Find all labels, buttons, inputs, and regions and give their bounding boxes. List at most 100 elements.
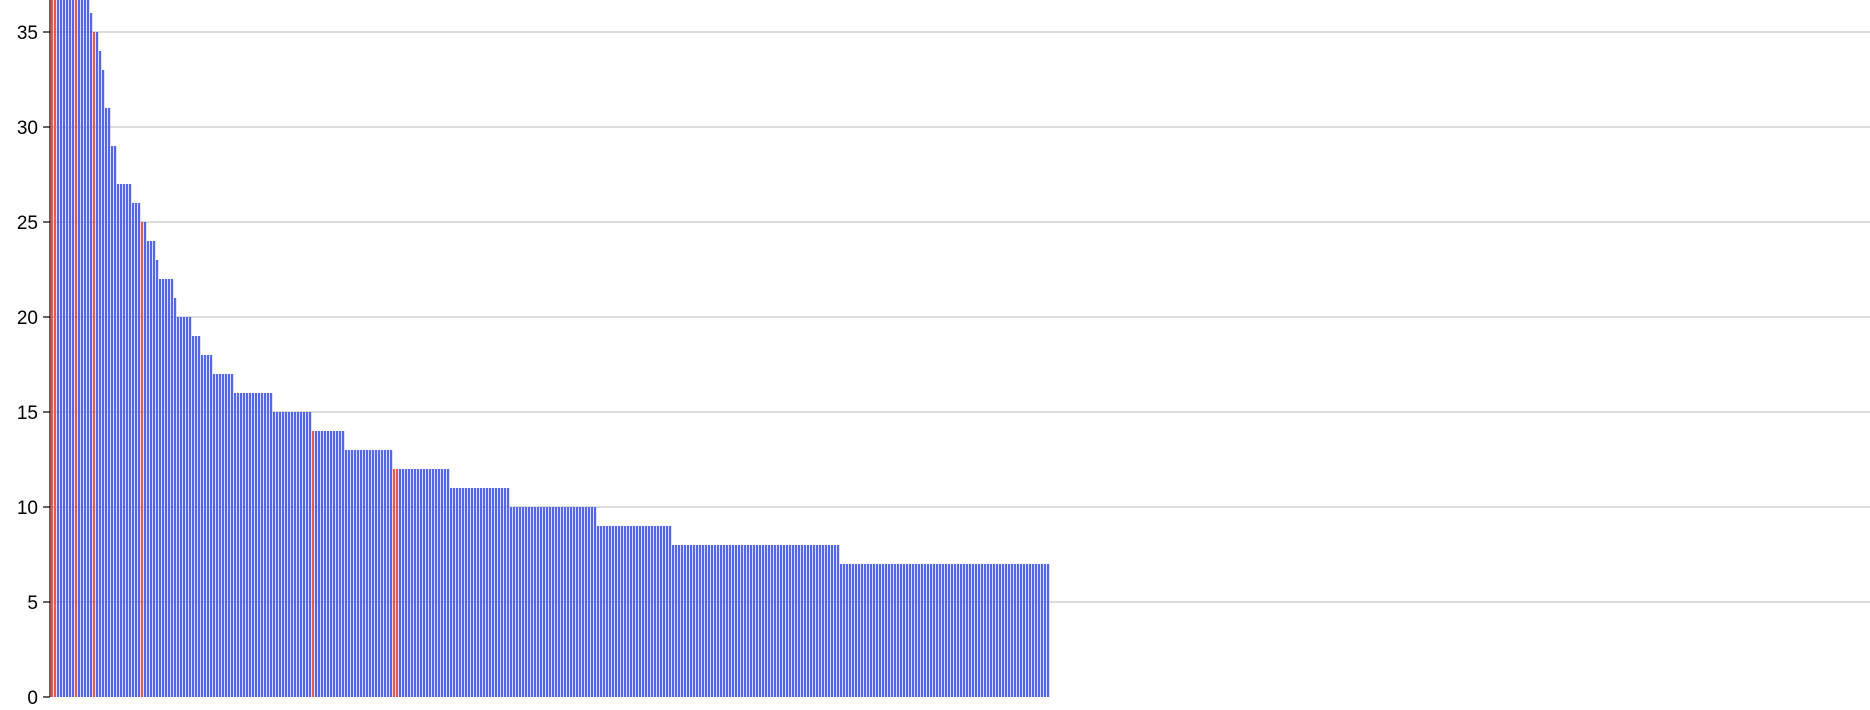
- bar: [528, 507, 531, 697]
- bar: [120, 184, 123, 697]
- bar: [630, 526, 633, 697]
- bar: [516, 507, 519, 697]
- bar: [153, 241, 156, 697]
- bar: [771, 545, 774, 697]
- bar: [1029, 564, 1032, 697]
- y-tick-label: 0: [27, 688, 38, 709]
- bar: [729, 545, 732, 697]
- bar: [168, 279, 171, 697]
- bar: [969, 564, 972, 697]
- bar: [267, 393, 270, 697]
- bar: [750, 545, 753, 697]
- bar: [336, 431, 339, 697]
- bar: [330, 431, 333, 697]
- bar: [786, 545, 789, 697]
- bar: [543, 507, 546, 697]
- bar: [495, 488, 498, 697]
- bar: [150, 241, 153, 697]
- bar: [180, 317, 183, 697]
- bar: [951, 564, 954, 697]
- bar: [264, 393, 267, 697]
- bar: [891, 564, 894, 697]
- bar: [576, 507, 579, 697]
- bar: [603, 526, 606, 697]
- bar: [813, 545, 816, 697]
- bar: [90, 13, 93, 697]
- bar: [669, 526, 672, 697]
- bar: [759, 545, 762, 697]
- bar: [849, 564, 852, 697]
- bar: [237, 393, 240, 697]
- bar: [360, 450, 363, 697]
- bar: [831, 545, 834, 697]
- bar: [189, 317, 192, 697]
- bar: [732, 545, 735, 697]
- bar: [780, 545, 783, 697]
- bar: [279, 412, 282, 697]
- bar: [600, 526, 603, 697]
- bar: [777, 545, 780, 697]
- bar: [504, 488, 507, 697]
- bar: [714, 545, 717, 697]
- bar: [1014, 564, 1017, 697]
- bar: [129, 184, 132, 697]
- bar: [111, 146, 114, 697]
- bar: [705, 545, 708, 697]
- bar: [939, 564, 942, 697]
- bar: [966, 564, 969, 697]
- bar: [942, 564, 945, 697]
- bar: [774, 545, 777, 697]
- bar: [894, 564, 897, 697]
- bar: [807, 545, 810, 697]
- bar: [366, 450, 369, 697]
- bar: [198, 336, 201, 697]
- bar: [447, 469, 450, 697]
- bar: [396, 469, 399, 697]
- bar: [858, 564, 861, 697]
- bar: [1026, 564, 1029, 697]
- bar: [414, 469, 417, 697]
- bar: [225, 374, 228, 697]
- bar: [219, 374, 222, 697]
- bar: [660, 526, 663, 697]
- bar: [399, 469, 402, 697]
- bar: [570, 507, 573, 697]
- bar: [882, 564, 885, 697]
- bar: [303, 412, 306, 697]
- bar: [867, 564, 870, 697]
- bar: [57, 0, 60, 697]
- bar: [240, 393, 243, 697]
- bar: [582, 507, 585, 697]
- bar: [354, 450, 357, 697]
- bar: [378, 450, 381, 697]
- bar: [324, 431, 327, 697]
- bar: [876, 564, 879, 697]
- bar: [138, 203, 141, 697]
- y-tick-label: 5: [27, 593, 38, 614]
- y-tick-label: 15: [17, 403, 38, 424]
- bar: [996, 564, 999, 697]
- bar: [912, 564, 915, 697]
- bar: [252, 393, 255, 697]
- bar: [216, 374, 219, 697]
- bar: [591, 507, 594, 697]
- bar: [1020, 564, 1023, 697]
- bar: [762, 545, 765, 697]
- bar: [204, 355, 207, 697]
- bar: [828, 545, 831, 697]
- gridlines: [50, 31, 1870, 603]
- bar: [801, 545, 804, 697]
- bar: [702, 545, 705, 697]
- bar: [642, 526, 645, 697]
- bar: [684, 545, 687, 697]
- bar: [627, 526, 630, 697]
- bar: [945, 564, 948, 697]
- bar: [246, 393, 249, 697]
- bar: [690, 545, 693, 697]
- bar: [708, 545, 711, 697]
- bar: [693, 545, 696, 697]
- y-tick-label: 25: [17, 213, 38, 234]
- bar: [348, 450, 351, 697]
- bar: [744, 545, 747, 697]
- bar: [78, 0, 81, 697]
